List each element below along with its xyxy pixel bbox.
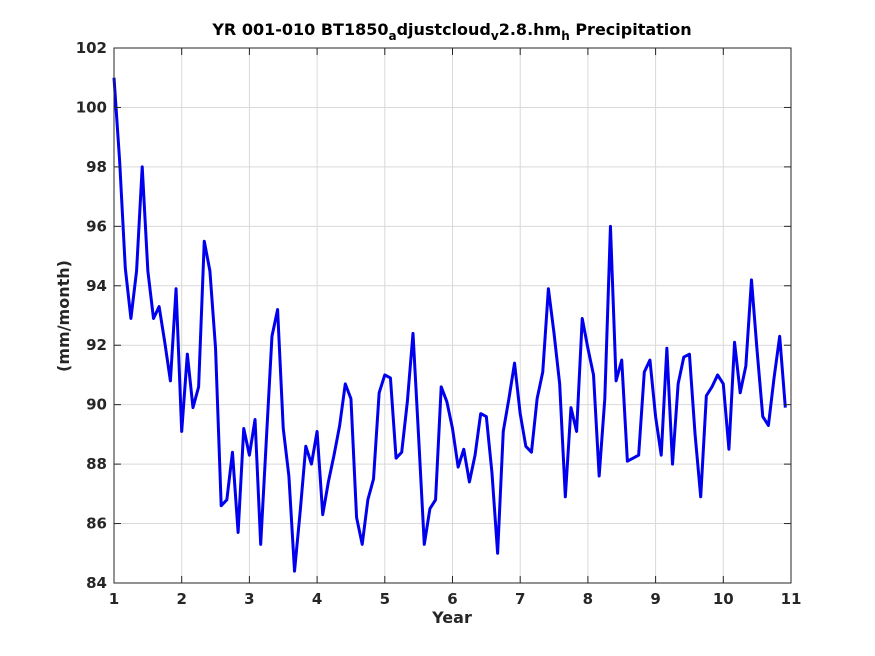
title-segment: 2.8.hm bbox=[499, 20, 561, 39]
title-segment: YR 001-010 BT1850 bbox=[211, 20, 388, 39]
y-tick-label: 100 bbox=[76, 98, 107, 116]
y-tick-label: 98 bbox=[86, 158, 107, 176]
x-tick-labels: 1 2 3 4 5 6 7 8 9 10 11 bbox=[109, 590, 802, 608]
series-group bbox=[112, 77, 787, 573]
x-tick-label: 5 bbox=[380, 590, 390, 608]
x-tick-label: 4 bbox=[312, 590, 322, 608]
x-tick-label: 3 bbox=[244, 590, 254, 608]
y-tick-label: 88 bbox=[86, 455, 107, 473]
y-tick-label: 92 bbox=[86, 336, 107, 354]
title-subscript: a bbox=[388, 29, 396, 43]
x-axis-label: Year bbox=[431, 608, 472, 627]
series-line bbox=[112, 77, 787, 573]
y-tick-label: 84 bbox=[86, 574, 107, 592]
x-tick-label: 7 bbox=[515, 590, 525, 608]
title-subscript: v bbox=[491, 29, 499, 43]
title-segment: Precipitation bbox=[570, 20, 692, 39]
title-subscript: h bbox=[561, 29, 570, 43]
x-tick-label: 8 bbox=[583, 590, 593, 608]
x-tick-label: 6 bbox=[447, 590, 457, 608]
x-tick-label: 10 bbox=[713, 590, 734, 608]
y-axis-label: (mm/month) bbox=[54, 260, 73, 372]
y-tick-labels: 84 86 88 90 92 94 96 98 100 102 bbox=[76, 39, 107, 592]
tick-marks bbox=[113, 47, 792, 584]
y-tick-label: 90 bbox=[86, 396, 107, 414]
chart-title: YR 001-010 BT1850adjustcloudv2.8.hmh Pre… bbox=[211, 20, 691, 43]
y-tick-label: 94 bbox=[86, 277, 107, 295]
y-tick-label: 96 bbox=[86, 217, 107, 235]
x-tick-label: 2 bbox=[176, 590, 186, 608]
x-tick-label: 9 bbox=[650, 590, 660, 608]
y-tick-label: 102 bbox=[76, 39, 107, 57]
x-tick-label: 11 bbox=[781, 590, 802, 608]
x-tick-label: 1 bbox=[109, 590, 119, 608]
y-tick-label: 86 bbox=[86, 515, 107, 533]
title-segment: djustcloud bbox=[397, 20, 491, 39]
chart-title-text: YR 001-010 BT1850adjustcloudv2.8.hmh Pre… bbox=[211, 20, 691, 43]
